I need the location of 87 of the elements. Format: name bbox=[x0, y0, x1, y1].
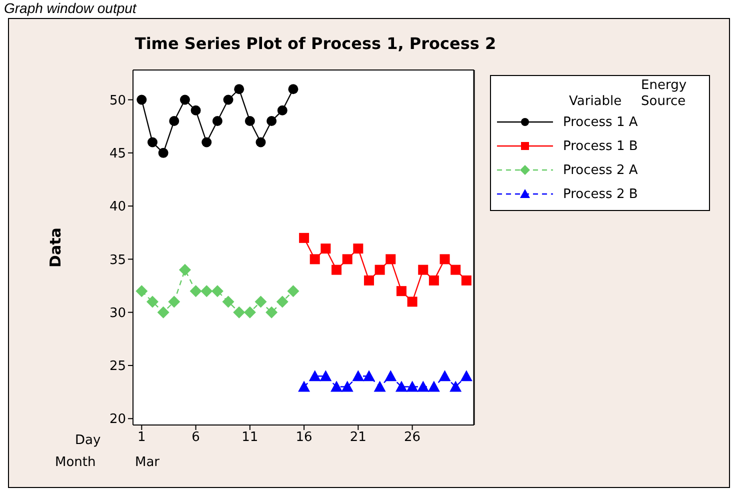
point bbox=[190, 105, 201, 116]
point bbox=[320, 244, 331, 254]
point bbox=[169, 116, 180, 126]
point bbox=[364, 275, 374, 286]
x-tick-label: 21 bbox=[350, 430, 366, 446]
point bbox=[417, 380, 430, 392]
point bbox=[440, 254, 450, 264]
point bbox=[298, 380, 310, 392]
point bbox=[180, 94, 190, 105]
text: Day bbox=[75, 433, 101, 448]
point bbox=[266, 306, 278, 318]
point bbox=[211, 285, 224, 298]
text: Month bbox=[55, 455, 96, 470]
y-tick-label: 30 bbox=[109, 306, 126, 321]
point bbox=[384, 370, 397, 382]
point bbox=[288, 84, 298, 94]
point bbox=[341, 380, 354, 392]
point bbox=[222, 296, 234, 308]
point bbox=[428, 380, 440, 392]
text: Mar bbox=[135, 455, 160, 470]
point bbox=[202, 137, 212, 148]
point bbox=[450, 264, 461, 275]
point bbox=[438, 370, 451, 382]
text: Graph window output bbox=[4, 0, 136, 16]
point bbox=[332, 264, 342, 275]
point bbox=[212, 116, 222, 126]
x-tick-label: 1 bbox=[138, 430, 146, 446]
point bbox=[234, 84, 244, 94]
point bbox=[223, 94, 234, 105]
point bbox=[244, 116, 255, 126]
point bbox=[299, 232, 310, 243]
point bbox=[158, 148, 168, 158]
point bbox=[418, 264, 428, 275]
y-tick-label: 20 bbox=[109, 412, 126, 428]
x-tick-label: 6 bbox=[192, 430, 200, 446]
point bbox=[320, 370, 332, 382]
chart-title: Time Series Plot of Process 1, Process 2 bbox=[134, 34, 498, 53]
point bbox=[460, 370, 472, 382]
point bbox=[352, 370, 364, 382]
legend-label: Process 1 B bbox=[563, 138, 638, 154]
legend-label: Process 1 A bbox=[563, 114, 638, 130]
point bbox=[362, 370, 375, 382]
point bbox=[395, 380, 408, 392]
y-tick-label: 35 bbox=[109, 252, 126, 268]
point bbox=[461, 275, 472, 286]
point bbox=[374, 264, 385, 275]
point bbox=[407, 296, 418, 307]
y-tick-label: 50 bbox=[109, 93, 126, 108]
point bbox=[330, 380, 343, 392]
point bbox=[233, 306, 246, 318]
y-axis-title: Data bbox=[46, 228, 64, 268]
point bbox=[287, 285, 300, 298]
point bbox=[428, 275, 439, 286]
point bbox=[353, 244, 364, 254]
point bbox=[157, 306, 170, 318]
text: Energy Source bbox=[641, 78, 688, 110]
y-tick-label: 45 bbox=[109, 146, 126, 162]
point bbox=[256, 137, 266, 148]
point bbox=[310, 254, 320, 264]
x-tick-label: 11 bbox=[242, 430, 258, 446]
point bbox=[146, 296, 158, 308]
x-tick-label: 16 bbox=[296, 430, 312, 446]
point bbox=[277, 105, 288, 116]
point bbox=[254, 296, 267, 308]
point bbox=[168, 296, 180, 308]
point bbox=[406, 380, 418, 392]
legend-label: Process 2 A bbox=[563, 162, 638, 178]
point bbox=[396, 286, 406, 296]
x-tick-label: 26 bbox=[404, 430, 421, 446]
point bbox=[136, 285, 148, 298]
y-tick-label: 25 bbox=[109, 359, 126, 374]
point bbox=[276, 296, 288, 308]
point bbox=[244, 306, 256, 318]
point bbox=[200, 285, 213, 298]
point bbox=[450, 380, 462, 392]
y-tick-label: 40 bbox=[109, 200, 126, 215]
point bbox=[147, 137, 158, 148]
point bbox=[136, 94, 147, 105]
point bbox=[266, 116, 277, 126]
point bbox=[342, 254, 352, 264]
point bbox=[374, 380, 386, 392]
point bbox=[178, 264, 191, 276]
legend-title: Variable bbox=[569, 94, 623, 110]
legend-label: Process 2 B bbox=[563, 186, 638, 202]
point bbox=[308, 370, 321, 382]
point bbox=[386, 254, 396, 264]
point bbox=[190, 285, 202, 298]
